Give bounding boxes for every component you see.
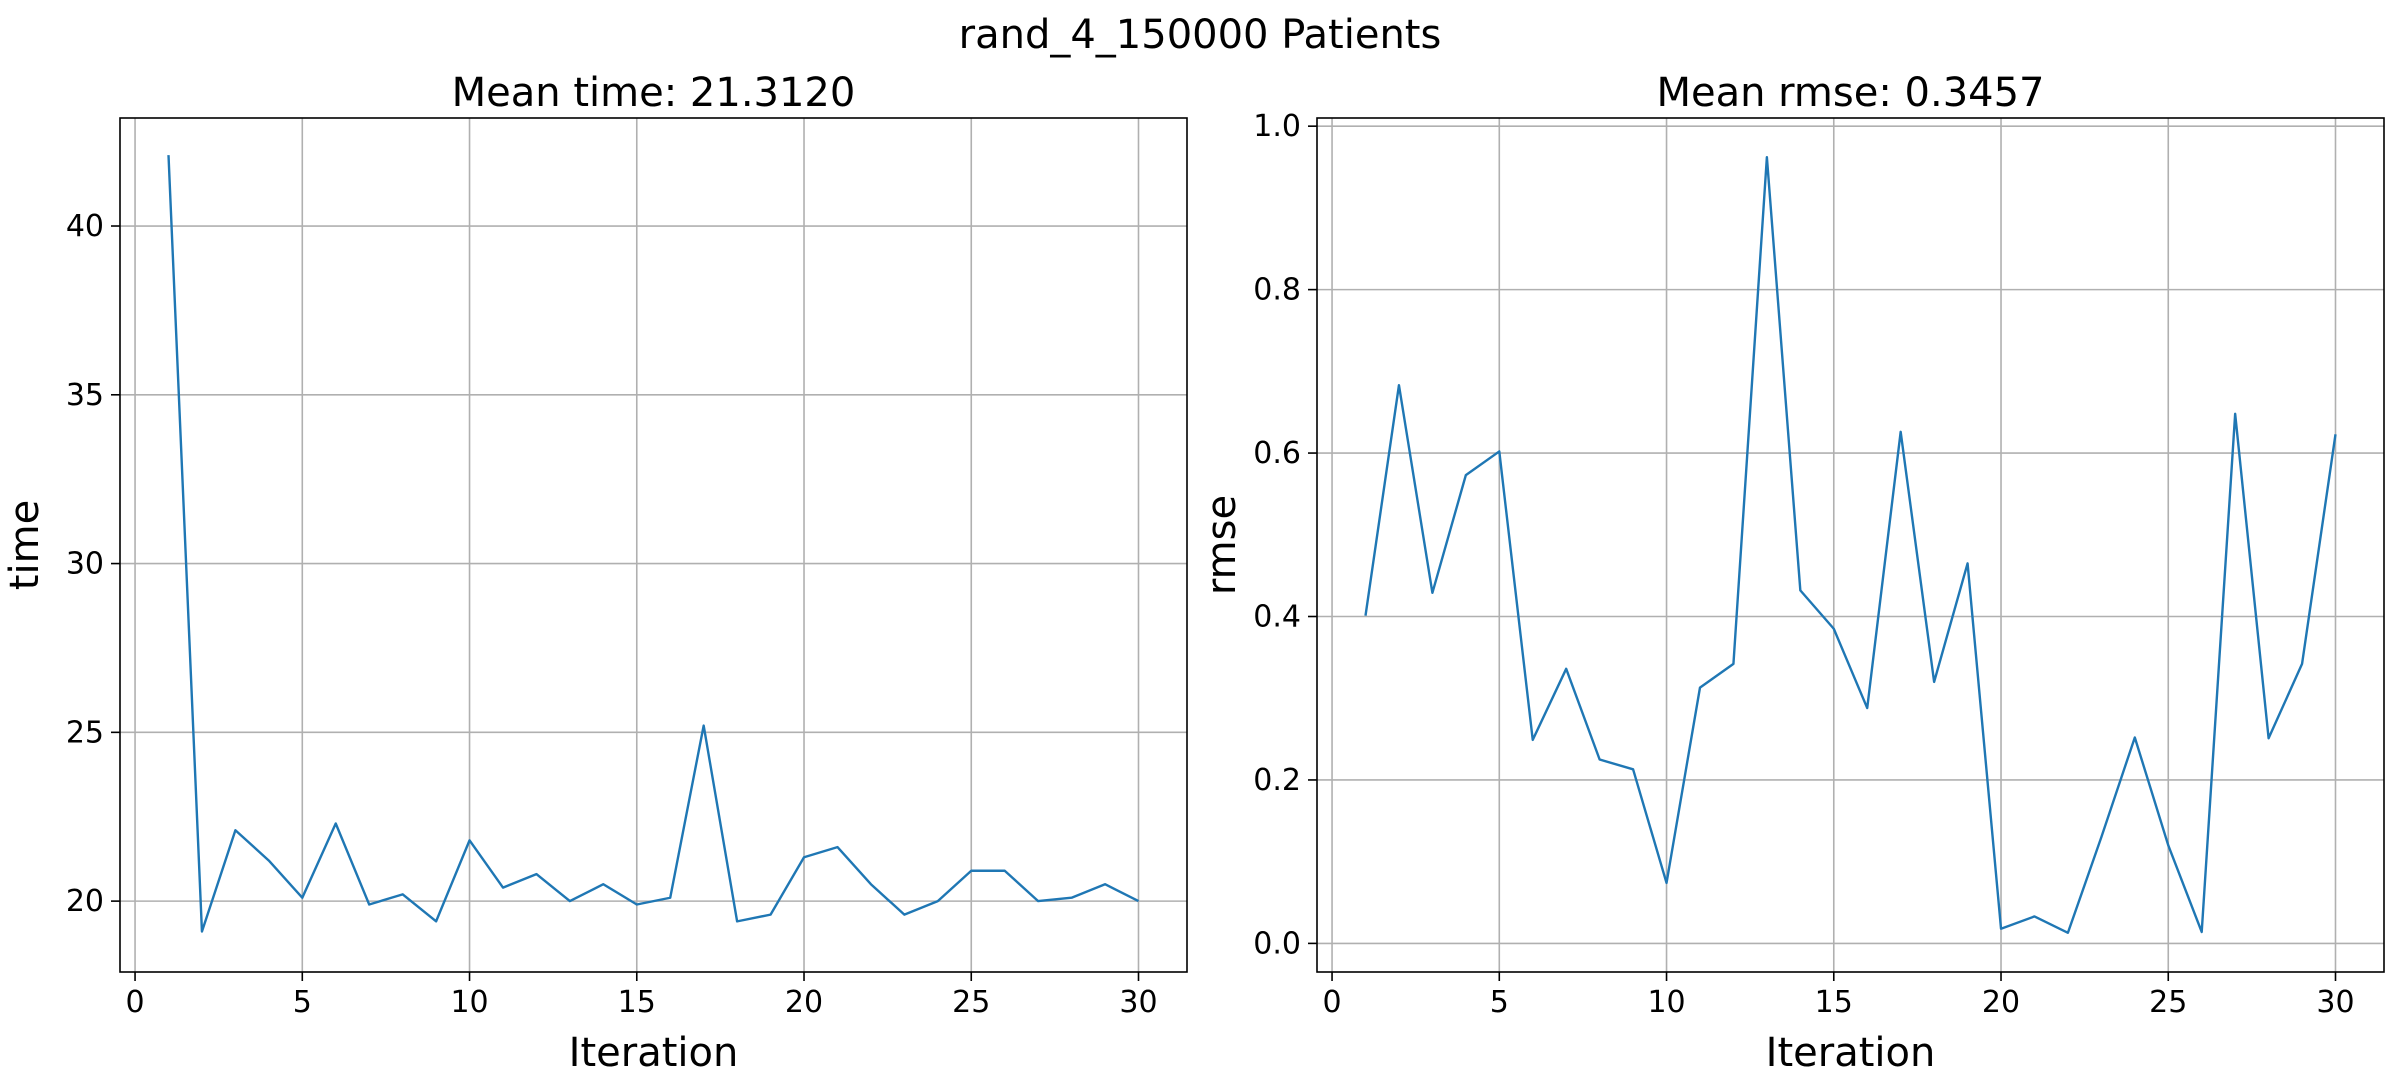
chart1-x-tick-label: 20: [785, 985, 823, 1020]
chart2-y-tick-label: 0.2: [1253, 763, 1301, 798]
chart1-y-tick-label: 40: [66, 209, 104, 244]
chart1-x-tick-label: 25: [952, 985, 990, 1020]
chart1-y-tick-label: 35: [66, 378, 104, 413]
chart1-axes-frame: [119, 117, 1188, 973]
chart2-title: Mean rmse: 0.3457: [1656, 70, 2044, 116]
chart1-x-tick-label: 15: [618, 985, 656, 1020]
chart1-x-tick-label: 10: [450, 985, 488, 1020]
chart1-x-tick-label: 30: [1119, 985, 1157, 1020]
chart1-series-line-1: [167, 155, 1140, 933]
chart1-y-tick-label: 30: [66, 547, 104, 582]
chart2-y-tick-label: 1.0: [1253, 109, 1301, 144]
chart2-x-tick-label: 30: [2316, 985, 2354, 1020]
chart2-y-axis-label: rmse: [1199, 495, 1245, 595]
chart2-x-tick-label: 25: [2149, 985, 2187, 1020]
chart1-y-tick-label: 20: [66, 884, 104, 919]
chart2-x-axis-label: Iteration: [1766, 1030, 1936, 1076]
chart2-y-tick-label: 0.4: [1253, 600, 1301, 635]
chart2-y-tick-label: 0.0: [1253, 926, 1301, 961]
chart2-axes-frame: [1316, 117, 2385, 973]
chart1-title: Mean time: 21.3120: [452, 70, 856, 116]
chart1-y-axis-label: time: [2, 500, 48, 590]
chart2-x-tick-label: 10: [1647, 985, 1685, 1020]
figure-title: rand_4_150000 Patients: [958, 12, 1442, 58]
chart1-x-tick-label: 5: [293, 985, 312, 1020]
chart2-y-tick-label: 0.6: [1253, 436, 1301, 471]
chart1-y-tick-label: 25: [66, 715, 104, 750]
chart1-x-axis-label: Iteration: [569, 1030, 739, 1076]
chart1-x-tick-label: 0: [126, 985, 145, 1020]
chart2-y-tick-label: 0.8: [1253, 273, 1301, 308]
chart2-series-line-1: [1364, 156, 2337, 934]
chart2-x-tick-label: 20: [1982, 985, 2020, 1020]
chart2-x-tick-label: 15: [1815, 985, 1853, 1020]
chart2-x-tick-label: 0: [1323, 985, 1342, 1020]
chart2-x-tick-label: 5: [1490, 985, 1509, 1020]
